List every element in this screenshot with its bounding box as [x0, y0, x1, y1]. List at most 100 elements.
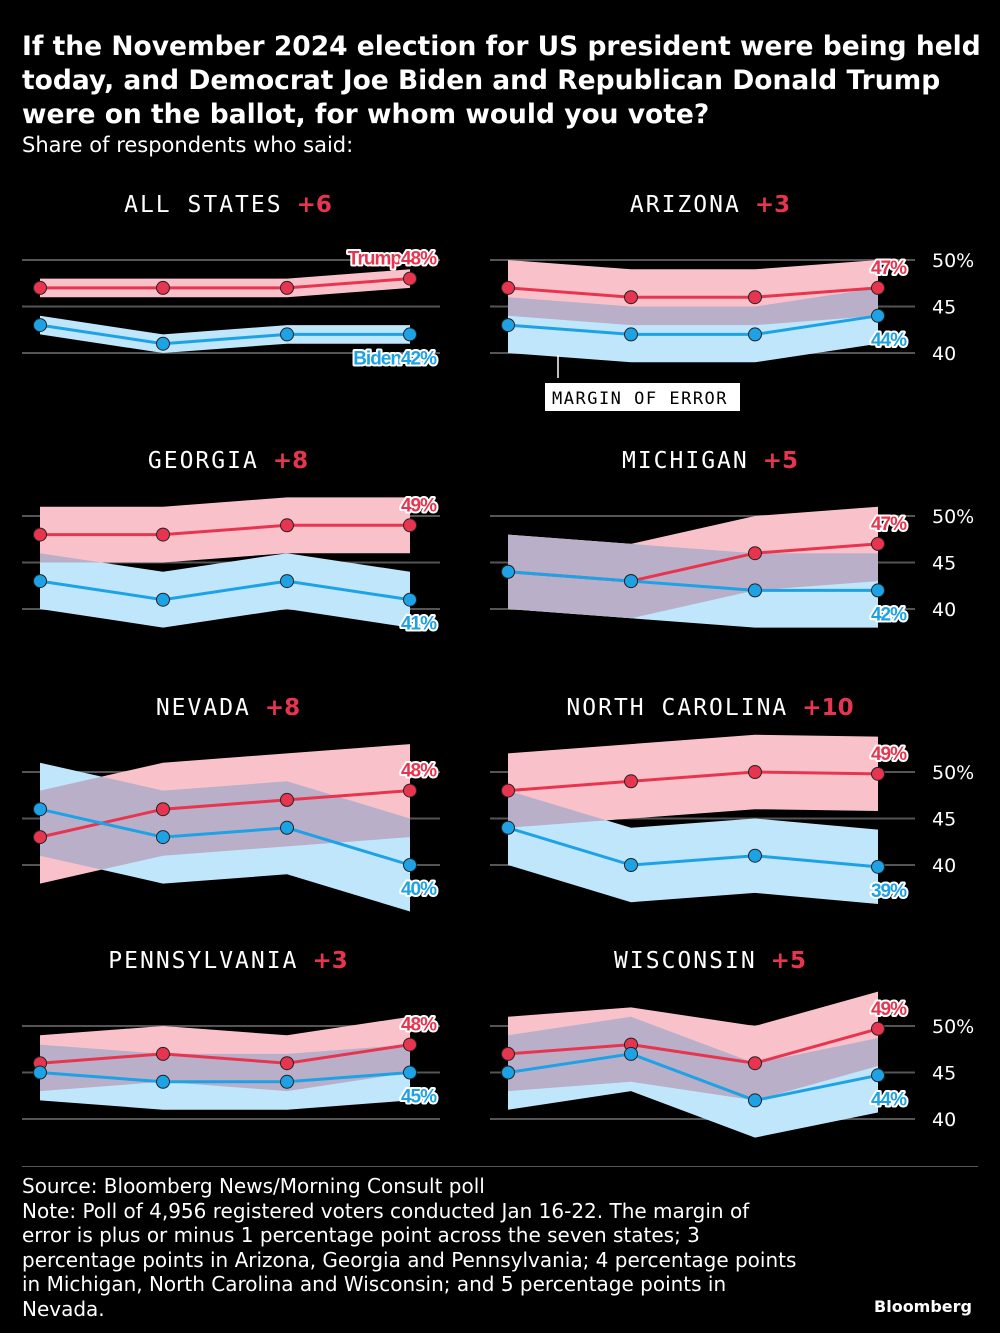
margin-of-error-annotation: MARGIN OF ERROR [552, 389, 728, 409]
trump-point [748, 1056, 762, 1071]
biden-point [403, 592, 417, 607]
biden-point [156, 830, 170, 845]
panel-title: WISCONSIN +5 [614, 948, 806, 974]
biden-line [507, 314, 879, 336]
biden-point [624, 574, 638, 589]
biden-point [156, 592, 170, 607]
y-tick-label: 40 [932, 855, 956, 877]
biden-point [624, 327, 638, 342]
chart-subtitle: Share of respondents who said: [22, 133, 354, 157]
trump-point [33, 527, 47, 542]
trump-point [501, 783, 515, 798]
trump-point [871, 1021, 885, 1036]
trump-value: 48% [401, 249, 437, 270]
lead-margin: +6 [296, 192, 332, 218]
biden-point [156, 1074, 170, 1089]
lead-margin: +3 [312, 948, 348, 974]
biden-value: 42% [401, 348, 437, 369]
divider [22, 1166, 978, 1167]
trump-line [507, 286, 879, 299]
biden-end-label: 45% [401, 1087, 437, 1108]
biden-end-label: 44% [871, 1089, 907, 1110]
margin-of-error-bands [508, 734, 878, 905]
trump-end-label: 48% [401, 761, 437, 782]
panel-title: ARIZONA +3 [630, 192, 790, 218]
state-name: WISCONSIN [614, 948, 757, 974]
panel-wisconsin: 50% 45 40 49% 44% [490, 991, 974, 1138]
state-name: ALL STATES [124, 192, 283, 218]
trump-line [507, 770, 879, 793]
biden-end-label: 44% [871, 330, 907, 351]
biden-point [501, 318, 515, 333]
biden-point [280, 574, 294, 589]
panel-title: NORTH CAROLINA +10 [566, 695, 853, 721]
biden-point [501, 564, 515, 579]
y-tick-label: 50% [932, 1016, 974, 1038]
biden-line [39, 807, 411, 867]
biden-point [501, 820, 515, 835]
biden-value: 39% [871, 881, 907, 902]
biden-line [39, 1071, 411, 1084]
biden-point [280, 820, 294, 835]
trump-point [871, 280, 885, 295]
panel-title: PENNSYLVANIA +3 [108, 948, 347, 974]
trump-point [156, 527, 170, 542]
y-tick-label: 40 [932, 599, 956, 621]
biden-point [403, 1065, 417, 1080]
state-name: MICHIGAN [621, 448, 749, 474]
trump-point [403, 271, 417, 286]
biden-point [280, 327, 294, 342]
biden-point [748, 327, 762, 342]
biden-end-label: 40% [401, 879, 437, 900]
trump-end-label: 47% [871, 258, 907, 279]
trump-value: 49% [871, 999, 907, 1020]
biden-value: 44% [871, 330, 907, 351]
biden-line [507, 1052, 879, 1102]
biden-value: 45% [401, 1087, 437, 1108]
trump-value: 47% [871, 258, 907, 279]
panel-all-states: Trump48% Biden42% [22, 247, 440, 371]
trump-point [624, 290, 638, 305]
trump-moe-band [508, 506, 878, 619]
trump-point [33, 280, 47, 295]
biden-point [403, 858, 417, 872]
trump-point [501, 280, 515, 295]
biden-point [403, 327, 417, 342]
state-name: NEVADA [155, 695, 251, 721]
biden-point [624, 1046, 638, 1061]
panel-georgia: 49% 41% [22, 493, 440, 637]
trump-line [507, 1027, 879, 1065]
biden-point [33, 574, 47, 589]
panel-nevada: 48% 40% [22, 744, 440, 912]
y-tick-label: 50% [932, 762, 974, 784]
y-tick-label: 45 [932, 297, 956, 319]
biden-line [507, 570, 878, 592]
biden-point [871, 859, 885, 874]
trump-name: Trump [348, 249, 401, 270]
trump-moe-band [40, 744, 410, 884]
biden-point [748, 848, 762, 863]
trump-point [403, 518, 417, 533]
biden-point [871, 1068, 885, 1083]
trump-end-label: Trump48% [348, 249, 437, 270]
trump-point [748, 290, 762, 305]
trump-moe-band [508, 260, 878, 326]
biden-point [748, 583, 762, 598]
margin-of-error-bands [508, 506, 878, 628]
margin-of-error-bands [40, 269, 410, 353]
chart-panels: Trump48%Biden42% 50% 45 40 47% 44% MARGIN OF E… [22, 247, 974, 1138]
biden-value: 44% [871, 1089, 907, 1110]
biden-value: 40% [401, 879, 437, 900]
panel-michigan: 50% 45 40 47% 42% [490, 506, 974, 628]
panel-title: NEVADA +8 [156, 695, 300, 721]
trump-end-label: 49% [871, 999, 907, 1020]
biden-point [501, 1065, 515, 1080]
trump-point [871, 766, 885, 781]
trump-point [403, 783, 417, 798]
biden-moe-band [40, 315, 410, 353]
trump-point [280, 518, 294, 533]
trump-point [156, 1046, 170, 1061]
trump-end-label: 48% [401, 1015, 437, 1036]
lead-margin: +10 [802, 695, 854, 721]
trump-point [501, 1046, 515, 1061]
